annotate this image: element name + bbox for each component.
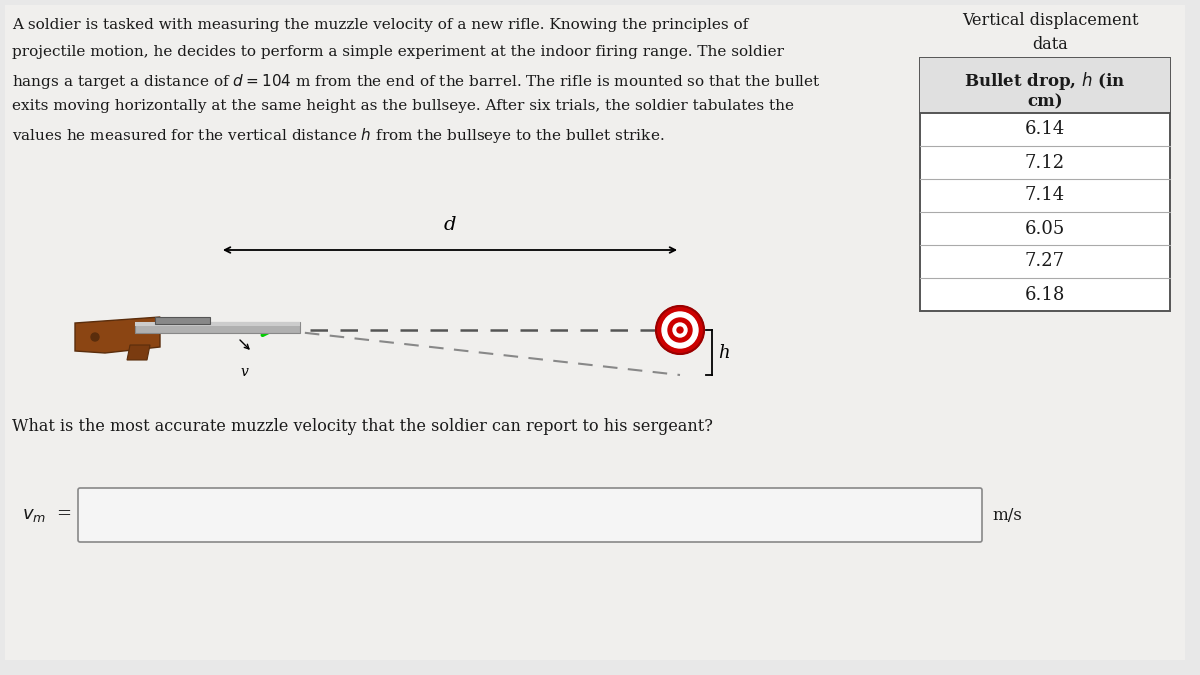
Text: 7.14: 7.14: [1025, 186, 1066, 205]
Bar: [920, 58, 1170, 311]
Text: cm): cm): [1027, 93, 1063, 110]
Text: values he measured for the vertical distance $h$ from the bullseye to the bullet: values he measured for the vertical dist…: [12, 126, 665, 145]
Circle shape: [91, 333, 98, 341]
Text: Vertical displacement: Vertical displacement: [961, 12, 1139, 29]
Polygon shape: [127, 345, 150, 360]
Bar: [134, 322, 300, 333]
Circle shape: [677, 327, 683, 333]
Bar: [155, 317, 210, 324]
Circle shape: [662, 312, 698, 348]
Text: h: h: [718, 344, 730, 362]
FancyBboxPatch shape: [78, 488, 982, 542]
Text: m/s: m/s: [992, 506, 1022, 524]
Text: exits moving horizontally at the same height as the bullseye. After six trials, : exits moving horizontally at the same he…: [12, 99, 794, 113]
Text: v: v: [240, 365, 248, 379]
Text: 7.12: 7.12: [1025, 153, 1066, 171]
Text: What is the most accurate muzzle velocity that the soldier can report to his ser: What is the most accurate muzzle velocit…: [12, 418, 713, 435]
Bar: [134, 322, 300, 326]
Circle shape: [673, 323, 686, 337]
Text: 6.14: 6.14: [1025, 121, 1066, 138]
Text: A soldier is tasked with measuring the muzzle velocity of a new rifle. Knowing t: A soldier is tasked with measuring the m…: [12, 18, 749, 32]
Text: 7.27: 7.27: [1025, 252, 1066, 271]
Polygon shape: [74, 317, 160, 353]
Circle shape: [656, 306, 704, 354]
Circle shape: [668, 318, 692, 342]
Text: data: data: [1032, 36, 1068, 53]
Bar: [920, 58, 1170, 113]
FancyBboxPatch shape: [5, 5, 1186, 660]
Text: 6.05: 6.05: [1025, 219, 1066, 238]
Text: Bullet drop, $h$ (in: Bullet drop, $h$ (in: [964, 70, 1126, 92]
Text: projectile motion, he decides to perform a simple experiment at the indoor firin: projectile motion, he decides to perform…: [12, 45, 784, 59]
Text: d: d: [444, 216, 456, 234]
Text: $v_m$  =: $v_m$ =: [22, 506, 72, 524]
Text: 6.18: 6.18: [1025, 286, 1066, 304]
Text: hangs a target a distance of $d = 104$ m from the end of the barrel. The rifle i: hangs a target a distance of $d = 104$ m…: [12, 72, 821, 91]
Bar: [82, 492, 982, 542]
